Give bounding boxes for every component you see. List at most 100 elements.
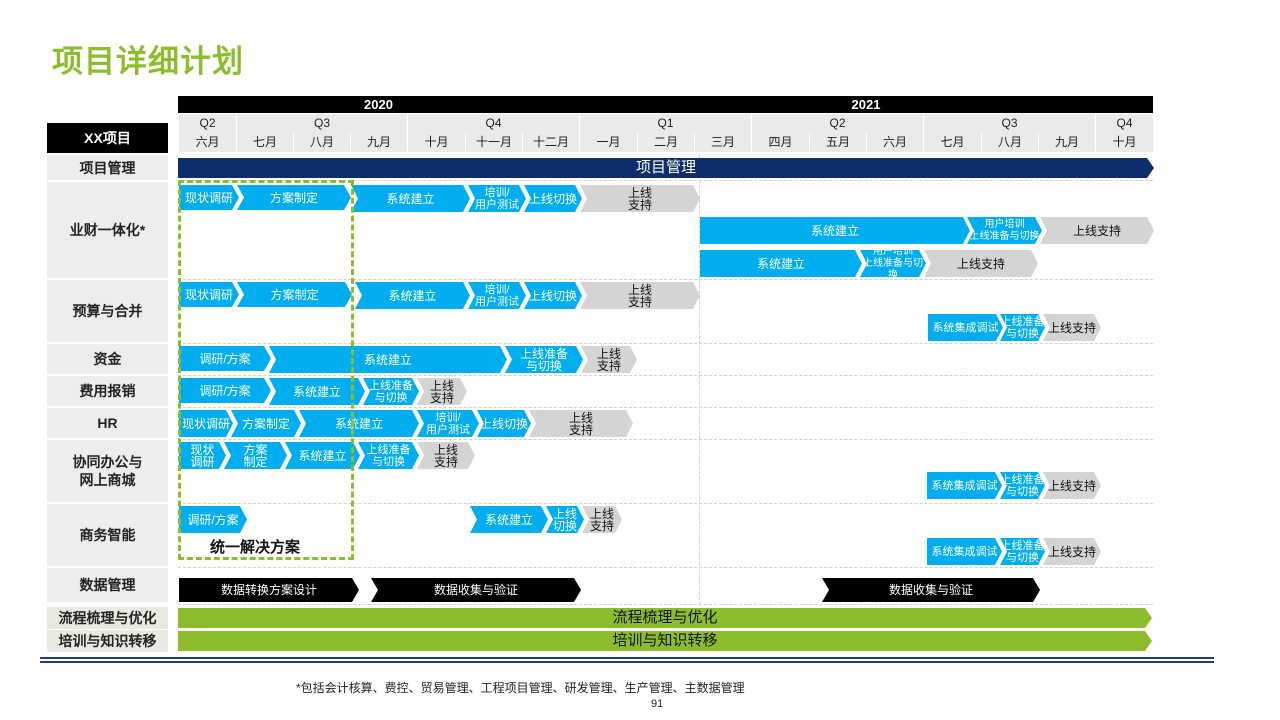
row-label-expense: 费用报销 [47, 376, 168, 406]
quarter-cell: Q2 [751, 114, 923, 133]
task-bar: 上线准备 与切换 [505, 346, 583, 373]
task-bar: 上线 支持 [417, 442, 475, 469]
row-label-data: 数据管理 [47, 568, 168, 602]
task-bar: 方案制定 [237, 282, 352, 307]
month-cell: 十一月 [465, 133, 522, 152]
task-bar: 数据转换方案设计 [179, 578, 359, 602]
task-bar: 上线切换 [524, 282, 582, 309]
footnote: *包括会计核算、费控、贸易管理、工程项目管理、研发管理、生产管理、主数据管理 [296, 681, 745, 695]
month-cell: 三月 [694, 133, 751, 152]
month-cell: 二月 [637, 133, 694, 152]
task-bar: 上线准备 与切换 [1000, 315, 1045, 340]
bottom-rule [40, 661, 1214, 663]
month-cell: 六月 [866, 133, 923, 152]
task-bar: 调研/方案 [179, 378, 271, 403]
row-label-process: 流程梳理与优化 [47, 607, 168, 629]
month-cell: 八月 [293, 133, 350, 152]
task-bar: 上线准备 与切换 [1000, 539, 1045, 564]
task-bar: 上线 支持 [417, 378, 467, 405]
row-separator [178, 279, 1153, 280]
task-bar: 方案制定 [237, 185, 351, 210]
task-bar: 上线支持 [1043, 538, 1101, 565]
month-cell: 一月 [579, 133, 637, 152]
task-bar: 上线 支持 [580, 282, 700, 309]
task-bar: 用户培训 上线准备与切换 [860, 250, 926, 277]
month-cell: 五月 [809, 133, 866, 152]
task-bar: 上线 支持 [582, 506, 622, 533]
task-bar: 用户培训 上线准备与切换 [967, 217, 1042, 244]
task-bar: 方案 制定 [224, 442, 287, 469]
row-separator [178, 503, 1153, 504]
task-bar: 培训/ 用户测试 [468, 282, 526, 309]
row-separator [178, 439, 1153, 440]
month-cell: 六月 [178, 133, 236, 152]
task-bar: 上线 支持 [529, 410, 633, 437]
task-bar: 系统建立 [470, 506, 548, 533]
row-label-treasury: 资金 [47, 344, 168, 374]
month-cell: 八月 [981, 133, 1038, 152]
month-cell: 九月 [350, 133, 407, 152]
task-bar: 系统建立 [299, 410, 419, 437]
task-bar: 培训/ 用户测试 [417, 410, 479, 437]
milestone-divider [699, 155, 700, 605]
task-bar: 现状调研 [179, 410, 233, 437]
quarter-cell: Q4 [1095, 114, 1153, 133]
row-label-hr: HR [47, 408, 168, 438]
month-cell: 七月 [236, 133, 293, 152]
year-bar [178, 96, 1153, 113]
unified-solution-label: 统一解决方案 [210, 539, 301, 556]
task-bar: 上线支持 [924, 250, 1038, 277]
task-bar: 上线 支持 [581, 346, 637, 373]
task-bar: 系统集成调试 [927, 538, 1002, 565]
bottom-rule [40, 657, 1214, 659]
row-label-training: 培训与知识转移 [47, 630, 168, 652]
row-separator [178, 343, 1153, 344]
year-label-2021: 2021 [851, 97, 881, 112]
month-cell: 四月 [751, 133, 809, 152]
unified-solution-box [178, 180, 354, 560]
task-bar: 上线支持 [1043, 314, 1101, 341]
task-bar: 上线切换 [477, 410, 531, 437]
row-label-project-management: 项目管理 [47, 155, 168, 180]
task-bar: 系统建立 [285, 442, 360, 469]
task-bar: 系统建立 [351, 185, 470, 212]
row-separator [178, 375, 1153, 376]
bar-process-optimization: 流程梳理与优化 [178, 608, 1152, 628]
task-bar: 现状 调研 [179, 442, 226, 469]
task-bar: 系统建立 [700, 217, 970, 244]
task-bar: 方案制定 [231, 410, 301, 437]
year-label-2020: 2020 [364, 97, 393, 112]
row-separator [178, 407, 1153, 408]
quarter-row: Q2 Q3 Q4 Q1 Q2 Q3 Q4 [178, 114, 1153, 133]
task-bar: 系统集成调试 [928, 314, 1003, 341]
task-bar: 上线准备 与切换 [358, 442, 419, 469]
quarter-cell: Q1 [579, 114, 751, 133]
month-row: 六月 七月 八月 九月 十月 十一月 十二月 一月 二月 三月 四月 五月 六月… [178, 133, 1153, 152]
project-header: XX项目 [47, 123, 168, 153]
task-bar: 系统建立 [269, 378, 365, 405]
task-bar: 数据收集与验证 [371, 578, 581, 602]
row-separator [178, 604, 1153, 605]
task-bar: 上线切换 [524, 185, 582, 212]
month-cell: 九月 [1038, 133, 1095, 152]
quarter-cell: Q3 [923, 114, 1095, 133]
page-number: 91 [651, 698, 664, 710]
month-cell: 十月 [1095, 133, 1153, 152]
task-bar: 系统建立 [269, 346, 507, 373]
row-label-finance-integration: 业财一体化* [47, 182, 168, 278]
task-bar: 调研/方案 [179, 506, 247, 533]
quarter-cell: Q2 [178, 114, 236, 133]
row-label-budget: 预算与合并 [47, 280, 168, 342]
row-separator [178, 180, 1153, 181]
task-bar: 培训/ 用户测试 [468, 185, 526, 212]
task-bar: 系统集成调试 [927, 472, 1002, 499]
task-bar: 上线支持 [1040, 217, 1154, 244]
task-bar: 现状调研 [179, 185, 239, 210]
month-cell: 十二月 [522, 133, 579, 152]
quarter-cell: Q4 [407, 114, 579, 133]
task-bar: 调研/方案 [179, 346, 271, 371]
bar-project-management: 项目管理 [178, 158, 1154, 178]
month-cell: 七月 [923, 133, 981, 152]
task-bar: 上线 支持 [580, 185, 700, 212]
task-bar: 上线支持 [1043, 472, 1101, 499]
